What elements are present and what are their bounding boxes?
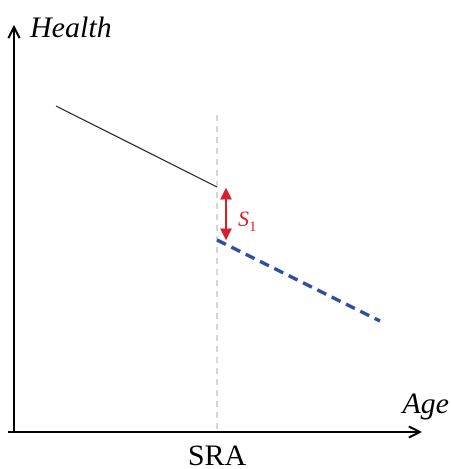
pre-line [55, 105, 218, 188]
post-line [216, 238, 381, 323]
x-axis-label: Age [400, 387, 449, 420]
sra-label: SRA [188, 439, 247, 469]
y-axis-label: Health [29, 11, 112, 44]
shock-label: S1 [238, 206, 257, 235]
shock-subscript: 1 [249, 219, 257, 235]
shock-symbol: S [238, 206, 249, 231]
